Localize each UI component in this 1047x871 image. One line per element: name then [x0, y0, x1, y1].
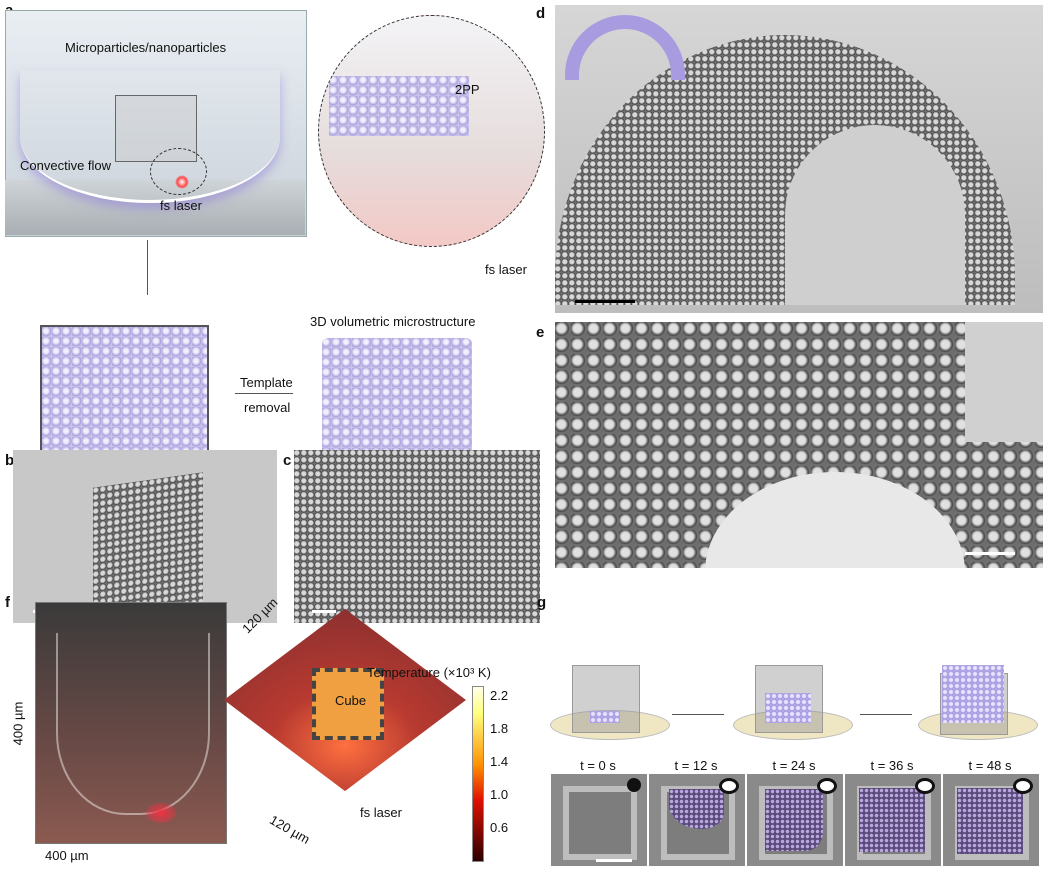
microscopy-frame-0s: [550, 773, 648, 867]
template-label: Template: [240, 375, 293, 390]
time-label: t = 48 s: [968, 758, 1012, 773]
assembly-schematic: [550, 665, 670, 745]
sem-image-c: [294, 450, 540, 623]
colorbar-tick: 1.0: [490, 787, 509, 802]
convective-flow-label: Convective flow: [20, 158, 112, 173]
colorbar-tick: 0.6: [490, 820, 509, 835]
microscopy-frame-48s: [942, 773, 1040, 867]
time-label: t = 0 s: [580, 758, 616, 773]
time-label: t = 24 s: [772, 758, 816, 773]
arch-model-inset: [565, 15, 685, 80]
time-label: t = 36 s: [870, 758, 914, 773]
down-arrow: [147, 240, 148, 295]
sem-image-e: [555, 322, 1043, 568]
time-label: t = 12 s: [674, 758, 718, 773]
cube-region: [312, 668, 384, 740]
colorbar-title: Temperature (×10³ K): [367, 665, 491, 680]
fs-laser-inset-label: fs laser: [485, 262, 527, 277]
colorbar-tick: 1.8: [490, 721, 509, 736]
zoom-inset-circle: [318, 15, 545, 247]
colorbar: [472, 686, 484, 862]
microscopy-frame-12s: [648, 773, 746, 867]
removal-label: removal: [244, 400, 291, 415]
sem-image-d: [555, 5, 1043, 313]
fs-laser-label: fs laser: [160, 198, 202, 213]
colorbar-tick: 2.2: [490, 688, 509, 703]
fs-laser-f-label: fs laser: [360, 805, 402, 820]
template-removal-arrow: [235, 393, 293, 394]
panel-label-b: b: [5, 452, 15, 469]
panel-label-c: c: [283, 452, 292, 469]
volumetric-label: 3D volumetric microstructure: [310, 314, 476, 329]
step-arrow: [860, 714, 912, 715]
focus-circle: [150, 148, 207, 195]
colorbar-tick: 1.4: [490, 754, 509, 769]
2pp-label: 2PP: [455, 82, 480, 97]
panel-label-f: f: [5, 594, 10, 611]
step-arrow: [672, 714, 724, 715]
simulation-box: [35, 602, 227, 844]
flow-streamlines: [20, 70, 280, 203]
dim-400-vertical: 400 µm: [10, 701, 26, 746]
panel-label-g: g: [537, 594, 547, 611]
assembly-schematic: [918, 665, 1038, 745]
sem-image-b: [13, 450, 277, 623]
panel-label-e: e: [536, 324, 545, 341]
cube-label: Cube: [335, 693, 367, 708]
assembly-schematic: [733, 665, 853, 745]
dim-120-b: 120 µm: [267, 812, 313, 847]
microscopy-frame-24s: [746, 773, 844, 867]
dim-400-horizontal: 400 µm: [45, 848, 89, 863]
panel-label-d: d: [536, 5, 546, 22]
microparticles-label: Microparticles/nanoparticles: [65, 40, 227, 55]
microscopy-frame-36s: [844, 773, 942, 867]
